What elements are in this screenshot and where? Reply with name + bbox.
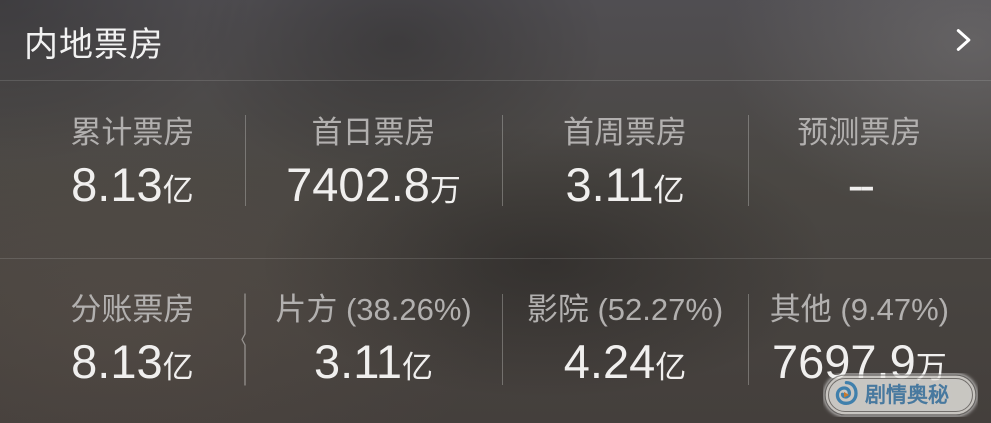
svg-text:剧情奥秘: 剧情奥秘: [865, 383, 949, 407]
